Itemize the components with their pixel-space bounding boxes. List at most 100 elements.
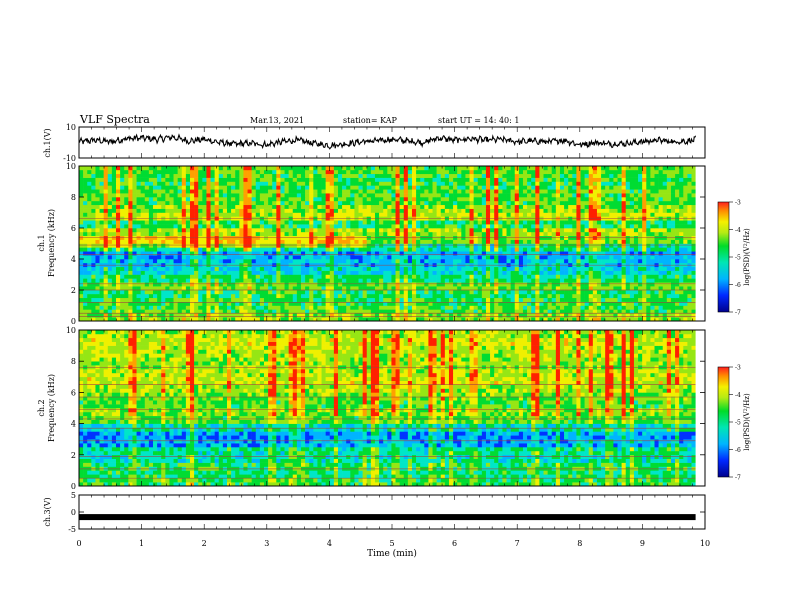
ch1-spectrogram-cell <box>547 235 553 240</box>
ch1-spectrogram-cell <box>691 228 696 233</box>
ch1-spectrogram-cell <box>461 239 466 244</box>
ch1-spectrogram-cell <box>95 309 100 314</box>
ch1-spectrogram-cell <box>206 231 211 237</box>
ch1-spectrogram-cell <box>173 228 178 233</box>
ch1-spectrogram-cell <box>152 297 158 302</box>
ch1-spectrogram-cell <box>132 282 137 287</box>
ch1-spectrogram-cell <box>83 235 88 240</box>
ch1-spectrogram-cell <box>99 208 104 213</box>
ch1-spectrogram-cell <box>99 305 104 310</box>
ch1-spectrogram-cell <box>235 297 240 302</box>
ch1-spectrogram-cell <box>580 224 585 229</box>
ch1-spectrogram-cell <box>202 313 207 318</box>
ch1-spectrogram-cell <box>337 204 343 209</box>
ch1-spectrogram-cell <box>276 290 281 295</box>
ch1-spectrogram-cell <box>140 239 146 244</box>
ch1-spectrogram-cell <box>280 193 285 198</box>
ch1-spectrogram-cell <box>535 247 540 252</box>
ch1-spectrogram-cell <box>173 290 178 295</box>
ch1-spectrogram-cell <box>173 286 178 291</box>
ch1-spectrogram-cell <box>152 231 158 237</box>
ch1-spectrogram-cell <box>111 317 117 322</box>
ch1-spectrogram-cell <box>317 200 322 206</box>
ch1-spectrogram-cell <box>350 251 355 256</box>
ch1-spectrogram-cell <box>194 274 199 279</box>
ch1-spectrogram-cell <box>387 255 392 260</box>
ch1-spectrogram-cell <box>543 247 548 252</box>
ch1-spectrogram-cell <box>453 259 458 264</box>
ch1-spectrogram-cell <box>124 231 129 237</box>
ch1-spectrogram-cell <box>411 317 417 322</box>
ch1-spectrogram-cell <box>510 274 516 279</box>
ch1-spectrogram-cell <box>440 247 446 252</box>
ch1-spectrogram-cell <box>268 309 273 314</box>
ch1-spectrogram-cell <box>177 197 183 202</box>
ch1-spectrogram-cell <box>514 251 520 256</box>
ch1-spectrogram-cell <box>111 270 117 275</box>
ch1-spectrogram-cell <box>218 301 224 306</box>
ch1-spectrogram-cell <box>317 274 322 279</box>
ch1-spectrogram-cell <box>255 197 261 202</box>
ch1-spectrogram-cell <box>420 313 425 318</box>
ch1-spectrogram-cell <box>510 204 516 209</box>
ch1-spectrogram-cell <box>485 290 491 295</box>
ch1-spectrogram-cell <box>633 286 639 291</box>
ch1-spectrogram-cell <box>461 204 466 209</box>
ch1-spectrogram-cell <box>691 317 696 322</box>
ch1-spectrogram-cell <box>374 224 380 229</box>
ch1-spectrogram-cell <box>502 212 507 217</box>
ch1-spectrogram-cell <box>91 255 96 260</box>
ch1-spectrogram-cell <box>272 309 277 314</box>
ch1-spectrogram-cell <box>531 290 536 295</box>
ch1-spectrogram-cell <box>395 231 400 237</box>
ch1-spectrogram-cell <box>206 243 211 248</box>
ch1-spectrogram-cell <box>621 297 627 302</box>
ch1-spectrogram-cell <box>403 208 409 213</box>
ch1-spectrogram-cell <box>333 293 339 299</box>
ch1-spectrogram-cell <box>646 243 651 248</box>
ch1-spectrogram-cell <box>559 208 565 213</box>
ch1-spectrogram-cell <box>103 231 109 237</box>
ch1-spectrogram-cell <box>144 266 150 271</box>
ch1-spectrogram-cell <box>494 197 499 202</box>
ch1-spectrogram-cell <box>292 293 298 299</box>
ch1-spectrogram-cell <box>399 231 405 237</box>
ch1-spectrogram-cell <box>374 309 380 314</box>
ch1-spectrogram-cell <box>350 212 355 217</box>
ch1-spectrogram-cell <box>469 208 474 213</box>
ch1-spectrogram-cell <box>629 305 635 310</box>
ch1-spectrogram-cell <box>465 293 470 299</box>
ch1-spectrogram-cell <box>617 301 622 306</box>
ch1-spectrogram-cell <box>650 266 655 271</box>
ch1-spectrogram-cell <box>387 228 392 233</box>
ch1-spectrogram-cell <box>181 305 187 310</box>
ch1-spectrogram-cell <box>670 239 676 244</box>
ch1-spectrogram-cell <box>522 204 528 209</box>
ch1-spectrogram-cell <box>601 282 606 287</box>
ch1-spectrogram-cell <box>202 305 207 310</box>
ch1-spectrogram-cell <box>152 293 158 299</box>
ch1-spectrogram-cell <box>214 243 220 248</box>
ch1-spectrogram-cell <box>522 278 528 283</box>
ch1-spectrogram-cell <box>420 282 425 287</box>
ch1-spectrogram-cell <box>128 293 133 299</box>
ch1-spectrogram-cell <box>325 193 331 198</box>
ch1-spectrogram-cell <box>99 270 104 275</box>
ch1-spectrogram-cell <box>662 212 668 217</box>
ch1-spectrogram-cell <box>169 193 174 198</box>
ch1-spectrogram-cell <box>522 282 528 287</box>
ch1-spectrogram-cell <box>461 282 466 287</box>
ch1-spectrogram-cell <box>276 297 281 302</box>
ch1-spectrogram-cell <box>379 317 384 322</box>
ch1-spectrogram-cell <box>165 247 170 252</box>
ch1-spectrogram-cell <box>185 290 191 295</box>
ch1-spectrogram-cell <box>317 239 322 244</box>
ch1-spectrogram-cell <box>128 274 133 279</box>
ch1-spectrogram-cell <box>477 247 483 252</box>
ch1-spectrogram-cell <box>251 197 257 202</box>
ch1-spectrogram-cell <box>218 231 224 237</box>
ch1-spectrogram-cell <box>292 231 298 237</box>
ch1-spectrogram-cell <box>596 247 602 252</box>
ch1-spectrogram-cell <box>411 270 417 275</box>
ch1-spectrogram-cell <box>436 309 442 314</box>
